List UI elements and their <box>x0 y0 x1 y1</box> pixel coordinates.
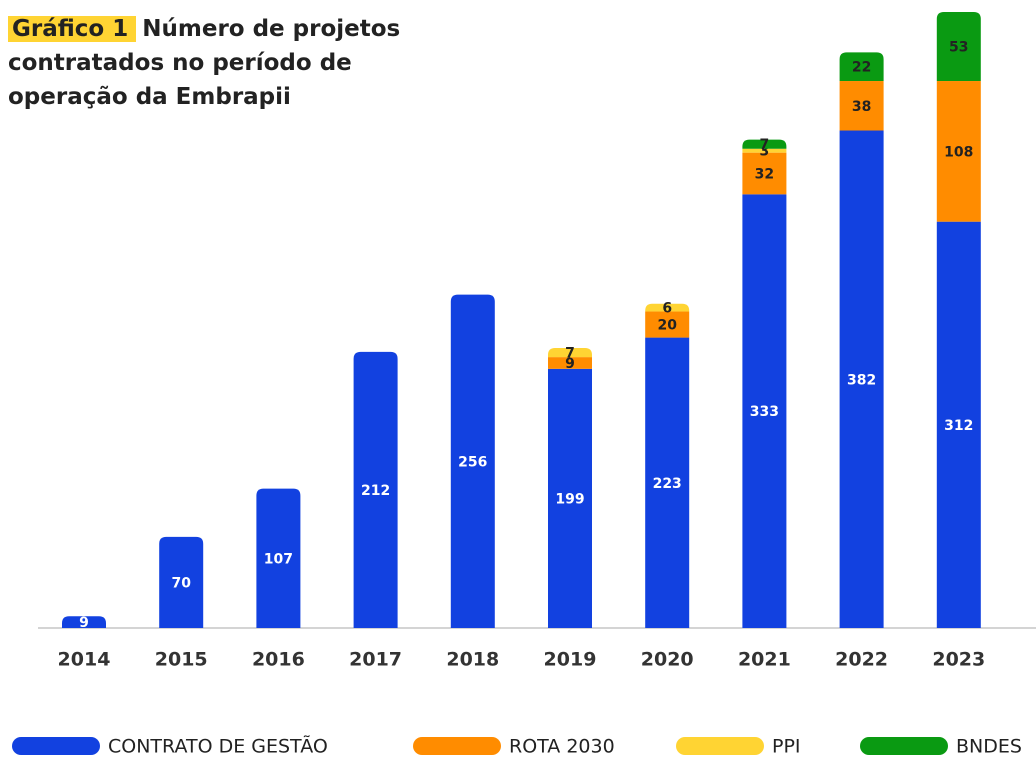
x-tick-label: 2021 <box>738 649 791 671</box>
bar-segment <box>159 536 204 628</box>
value-label: 312 <box>944 418 973 434</box>
bar-segment <box>839 130 884 628</box>
bar-segment <box>742 194 787 629</box>
bar-segment <box>62 616 106 628</box>
bar-segment <box>742 139 787 149</box>
x-tick-label: 2020 <box>641 649 694 671</box>
bar-segment <box>353 351 398 628</box>
chart-label: Gráfico 1 <box>8 16 137 42</box>
legend-label: CONTRATO DE GESTÃO <box>108 735 328 758</box>
bar-segment <box>936 221 981 628</box>
value-label: 108 <box>944 144 973 160</box>
bar-segment <box>548 357 592 369</box>
x-tick-label: 2016 <box>252 649 305 671</box>
legend-swatch <box>676 737 764 755</box>
value-label: 9 <box>565 356 575 372</box>
legend-label: PPI <box>772 736 801 758</box>
value-label: 7 <box>760 137 770 153</box>
value-label: 38 <box>852 99 871 115</box>
value-label: 22 <box>852 60 871 76</box>
value-label: 212 <box>361 483 390 499</box>
legend-swatch <box>860 737 948 755</box>
value-label: 9 <box>79 615 89 631</box>
bar-segment <box>742 148 787 153</box>
x-tick-label: 2019 <box>544 649 597 671</box>
value-label: 256 <box>458 454 487 470</box>
value-label: 199 <box>555 491 584 507</box>
value-label: 32 <box>755 166 774 182</box>
bar-segment <box>839 52 884 82</box>
legend-label: ROTA 2030 <box>509 736 615 758</box>
value-label: 107 <box>264 551 293 567</box>
value-label: 53 <box>949 40 968 56</box>
value-label: 223 <box>653 476 682 492</box>
bar-segment <box>645 311 690 338</box>
title-block: Gráfico 1 Número de projetos contratados … <box>8 12 428 114</box>
bar-segment <box>839 81 884 131</box>
bar-segment <box>936 81 981 222</box>
value-label: 20 <box>657 318 677 334</box>
bar-segment <box>645 303 690 312</box>
x-tick-label: 2023 <box>932 649 985 671</box>
bar-segment <box>548 368 592 628</box>
value-label: 7 <box>565 346 575 362</box>
bar-segment <box>645 337 690 628</box>
chart-title: Número de projetos contratados no períod… <box>8 16 401 110</box>
x-tick-label: 2015 <box>155 649 208 671</box>
value-label: 70 <box>171 575 191 591</box>
x-tick-label: 2018 <box>446 649 499 671</box>
legend-swatch <box>413 737 501 755</box>
x-tick-label: 2014 <box>58 649 111 671</box>
x-tick-label: 2022 <box>835 649 888 671</box>
value-label: 382 <box>847 372 876 388</box>
legend-swatch <box>12 737 100 755</box>
value-label: 3 <box>760 144 770 160</box>
bar-segment <box>548 348 592 358</box>
bar-segment <box>256 488 301 628</box>
bar-segment <box>936 12 981 82</box>
bar-segment <box>742 152 787 195</box>
x-tick-label: 2017 <box>349 649 402 671</box>
bar-segment <box>450 294 495 628</box>
legend-label: BNDES <box>956 736 1022 758</box>
value-label: 6 <box>662 301 672 317</box>
value-label: 333 <box>750 404 779 420</box>
